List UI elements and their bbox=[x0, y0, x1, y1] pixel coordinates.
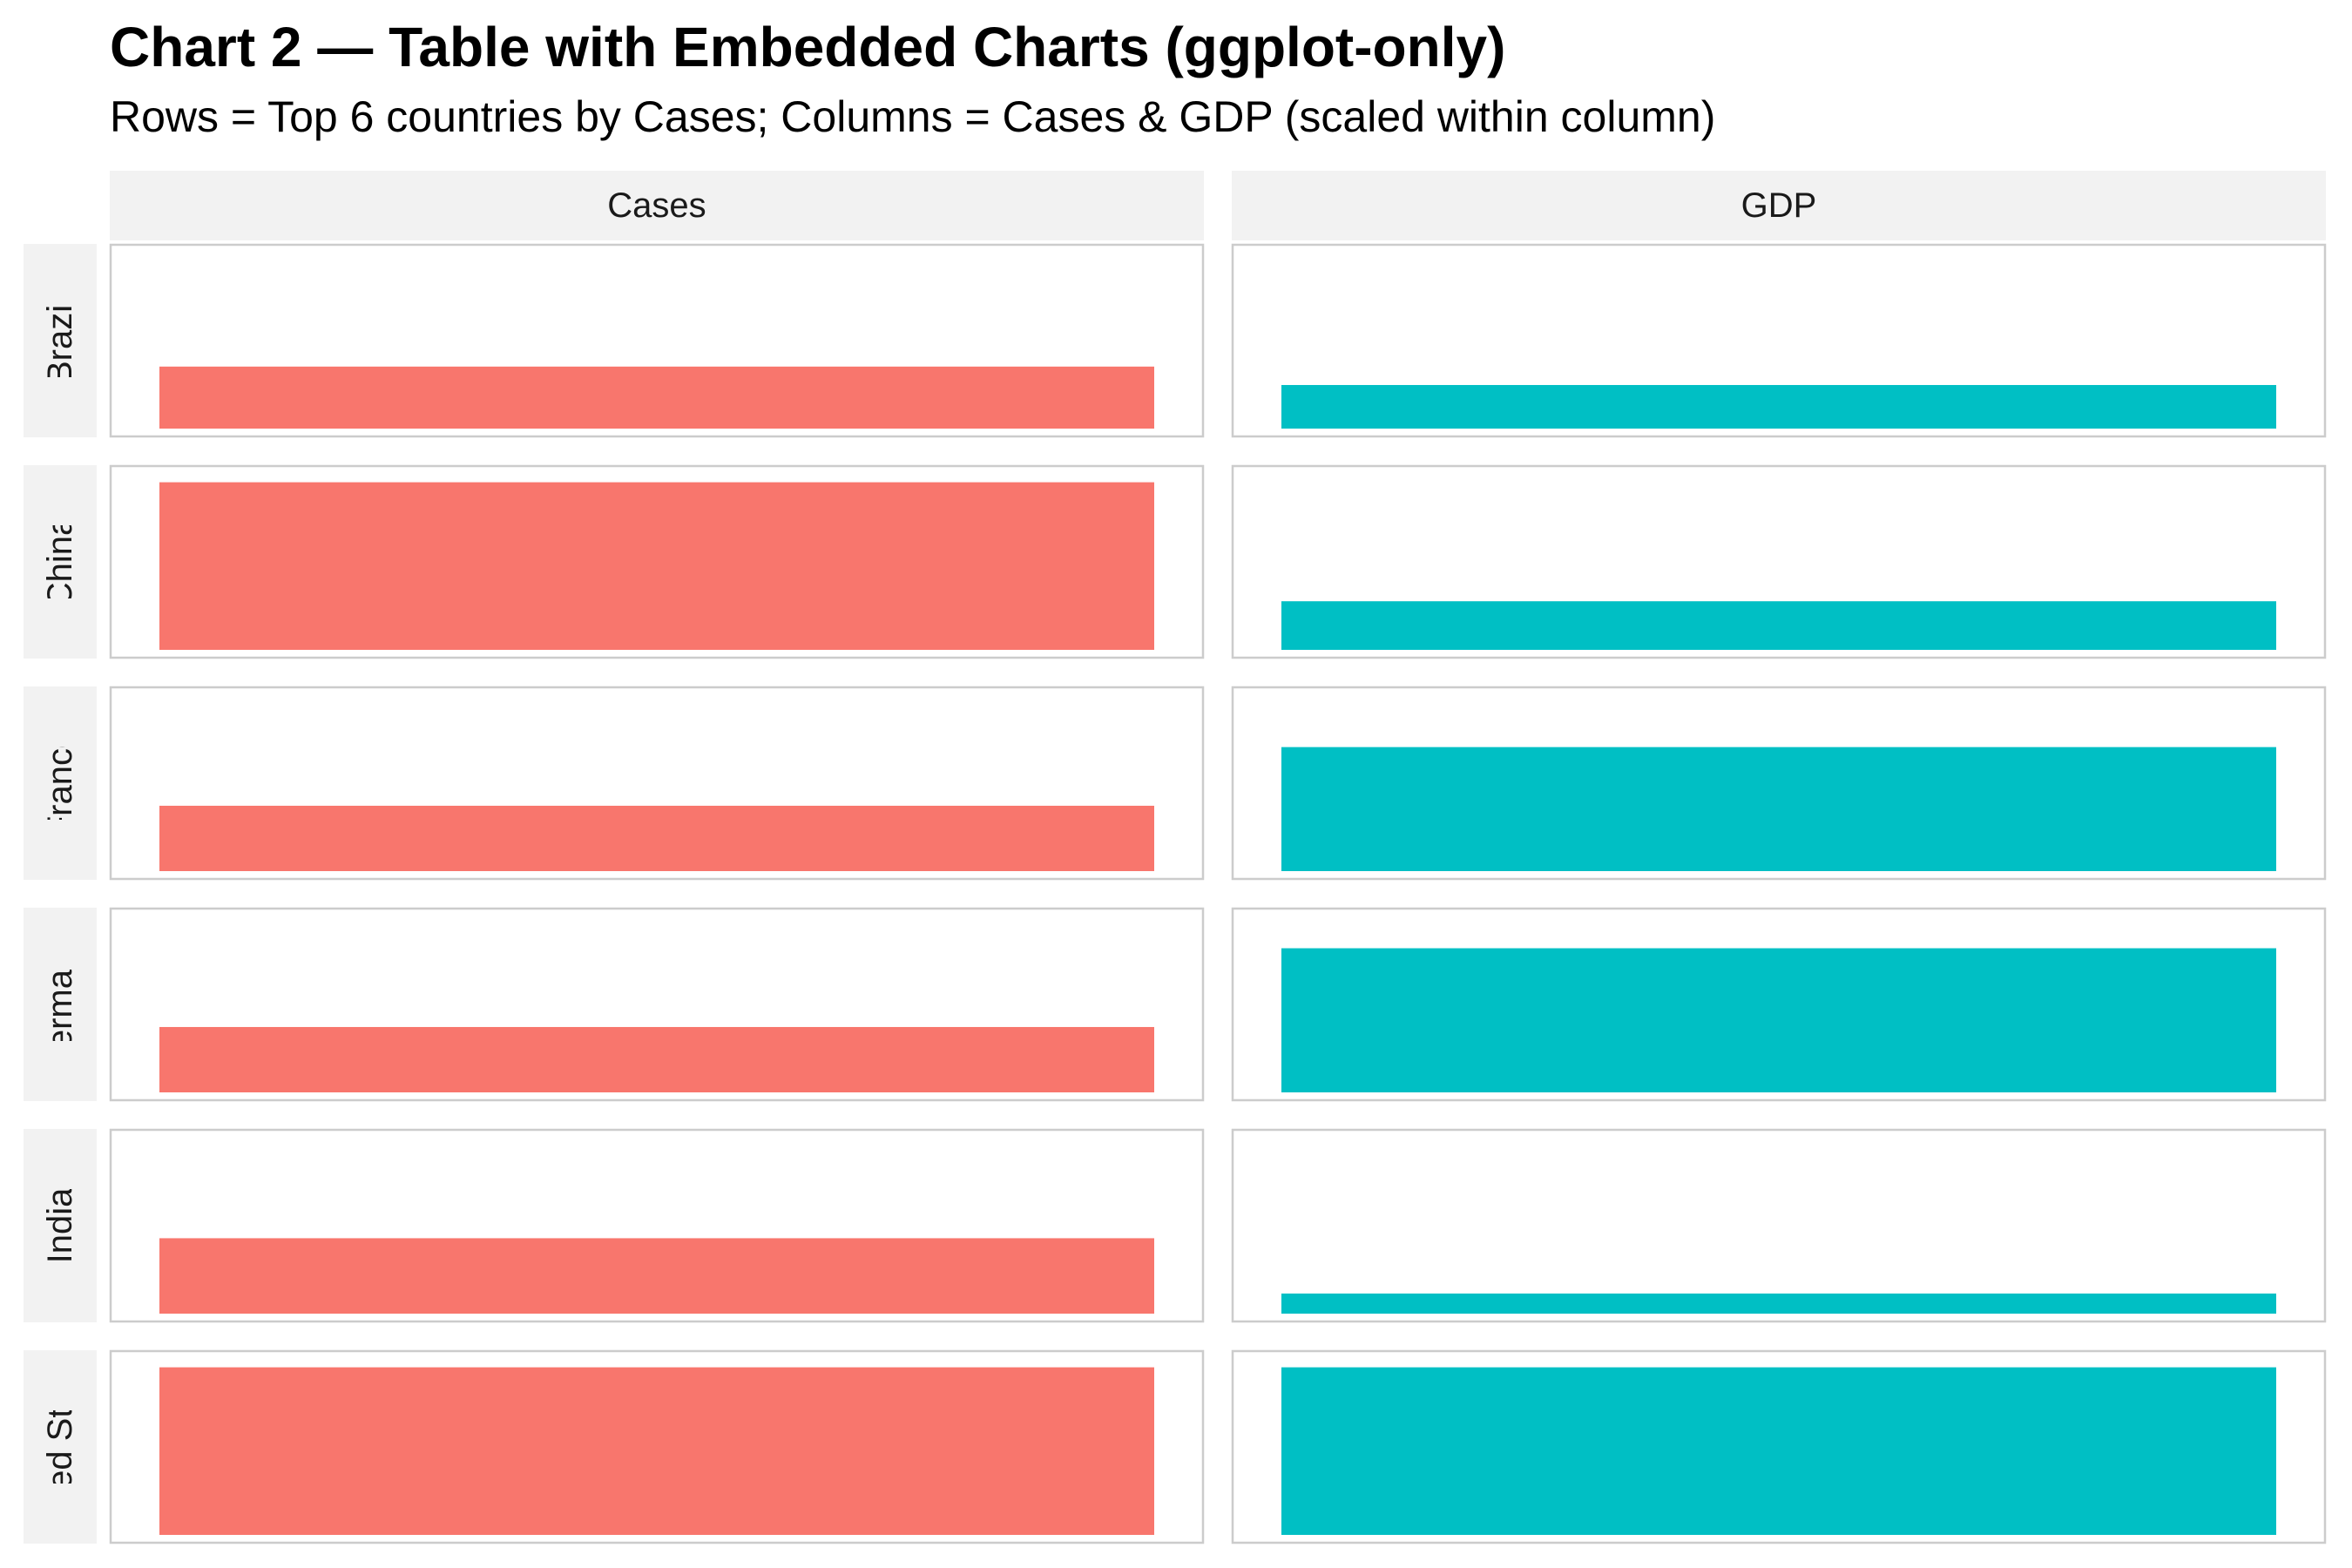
row-strip-label-china: China bbox=[41, 516, 79, 607]
bar-united-states-cases bbox=[159, 1367, 1154, 1535]
row-strip-india bbox=[24, 1129, 97, 1322]
bar-china-cases bbox=[159, 482, 1154, 650]
row-strip-germany bbox=[24, 908, 97, 1101]
bar-france-gdp bbox=[1281, 747, 2276, 871]
row-strip-united-states bbox=[24, 1350, 97, 1544]
row-strip-label-india: India bbox=[41, 1187, 79, 1263]
row-strip-label-france: France bbox=[41, 729, 79, 838]
bar-brazil-gdp bbox=[1281, 384, 2276, 429]
column-strip-label-cases: Cases bbox=[607, 186, 706, 225]
bar-india-cases bbox=[159, 1238, 1154, 1314]
bar-china-gdp bbox=[1281, 601, 2276, 650]
column-strip-gdp bbox=[1232, 171, 2326, 240]
row-strip-label-brazil: Brazil bbox=[41, 297, 79, 384]
chart-title: Chart 2 — Table with Embedded Charts (gg… bbox=[110, 16, 1506, 78]
bar-france-cases bbox=[159, 805, 1154, 871]
bar-brazil-cases bbox=[159, 366, 1154, 429]
bar-united-states-gdp bbox=[1281, 1367, 2276, 1535]
column-strip-cases bbox=[110, 171, 1204, 240]
bar-germany-gdp bbox=[1281, 948, 2276, 1092]
panel-india-gdp bbox=[1231, 1128, 2327, 1323]
row-strip-brazil bbox=[24, 244, 97, 437]
row-strip-france bbox=[24, 686, 97, 880]
chart-subtitle: Rows = Top 6 countries by Cases; Columns… bbox=[110, 92, 1716, 141]
column-strip-label-gdp: GDP bbox=[1741, 186, 1817, 225]
row-strip-label-united-states: United States bbox=[41, 1342, 79, 1551]
row-strip-label-germany: Germany bbox=[41, 933, 79, 1077]
bar-india-gdp bbox=[1281, 1293, 2276, 1314]
bar-germany-cases bbox=[159, 1026, 1154, 1092]
row-strip-china bbox=[24, 465, 97, 659]
